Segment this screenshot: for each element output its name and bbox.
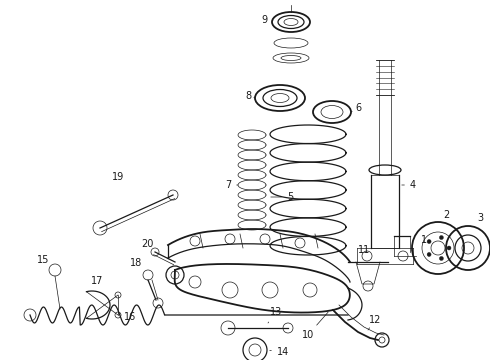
Text: 4: 4 bbox=[402, 180, 416, 190]
Circle shape bbox=[447, 246, 451, 250]
Circle shape bbox=[440, 235, 443, 239]
Circle shape bbox=[427, 252, 431, 256]
Text: 19: 19 bbox=[112, 172, 124, 182]
Text: 15: 15 bbox=[37, 255, 49, 265]
Text: 7: 7 bbox=[225, 180, 238, 190]
Text: 5: 5 bbox=[271, 192, 293, 202]
Text: 8: 8 bbox=[245, 91, 255, 101]
Text: 17: 17 bbox=[91, 276, 103, 286]
Text: 6: 6 bbox=[351, 103, 361, 113]
Text: 13: 13 bbox=[268, 307, 282, 323]
Text: 9: 9 bbox=[261, 15, 273, 25]
Text: 11: 11 bbox=[358, 245, 370, 255]
Text: 10: 10 bbox=[302, 312, 328, 340]
Circle shape bbox=[427, 239, 431, 243]
Circle shape bbox=[440, 256, 443, 261]
Text: 3: 3 bbox=[477, 213, 483, 223]
Text: 1: 1 bbox=[421, 235, 427, 245]
Text: 14: 14 bbox=[270, 347, 289, 357]
Text: 2: 2 bbox=[443, 210, 449, 220]
Text: 18: 18 bbox=[130, 258, 142, 268]
Text: 20: 20 bbox=[141, 239, 153, 249]
Text: 16: 16 bbox=[124, 312, 136, 322]
Text: 12: 12 bbox=[368, 315, 381, 330]
